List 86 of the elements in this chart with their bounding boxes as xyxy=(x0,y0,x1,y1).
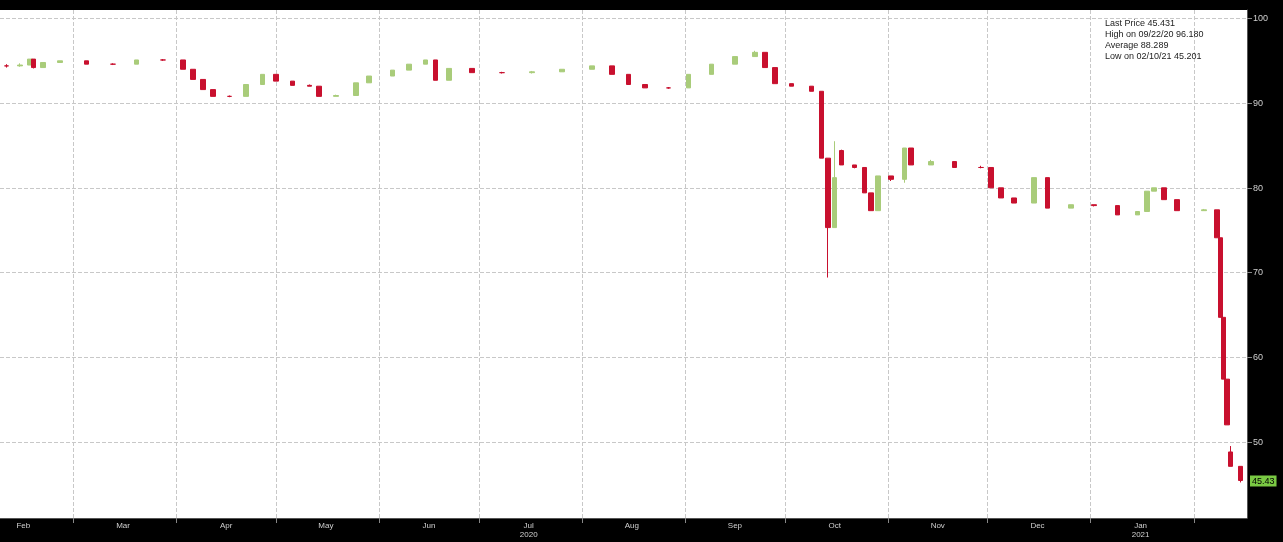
candlestick xyxy=(1091,204,1097,207)
x-tick-label: Aug xyxy=(624,521,639,530)
candlestick xyxy=(686,73,691,89)
y-tick-label: 80 xyxy=(1253,182,1264,193)
candlestick xyxy=(84,60,89,65)
x-tick-label: Apr xyxy=(219,521,233,530)
candlestick xyxy=(1238,465,1243,483)
candlestick xyxy=(210,89,216,97)
candlestick xyxy=(888,175,894,182)
candlestick xyxy=(406,63,412,71)
candlestick xyxy=(40,61,46,69)
y-tick-label: 70 xyxy=(1253,267,1264,278)
candlestick xyxy=(998,187,1004,199)
candlestick xyxy=(4,63,9,69)
candlestick xyxy=(559,68,565,73)
annotation: Average 88.289 xyxy=(1105,39,1169,50)
candlestick xyxy=(469,67,475,74)
candlestick xyxy=(17,62,23,68)
candlestick xyxy=(952,161,957,168)
candlestick xyxy=(908,147,914,166)
text: 45.43 xyxy=(1252,475,1275,486)
y-tick-label: 50 xyxy=(1253,436,1264,447)
candlestick xyxy=(1135,211,1140,216)
candlestick xyxy=(752,50,758,58)
candlestick xyxy=(316,85,322,97)
candlestick xyxy=(789,83,794,87)
candlestick xyxy=(260,73,265,86)
x-tick-label: Jun xyxy=(422,521,436,530)
candlestick xyxy=(988,166,994,189)
candlestick xyxy=(134,59,139,65)
candlestick xyxy=(709,63,714,75)
annotation: High on 09/22/20 96.180 xyxy=(1105,28,1204,39)
candlestick xyxy=(609,65,615,75)
x-tick-label: May xyxy=(318,521,334,530)
candlestick xyxy=(200,78,206,91)
candlestick xyxy=(390,69,395,77)
annotation: Low on 02/10/21 45.201 xyxy=(1105,50,1202,61)
x-tick-label: Oct xyxy=(828,521,842,530)
x-tick-label: Feb xyxy=(16,521,31,530)
candlestick xyxy=(366,75,372,84)
annotation: Last Price 45.431 xyxy=(1105,17,1176,28)
y-tick-label: 60 xyxy=(1253,352,1264,363)
candlestick xyxy=(423,59,428,65)
candlestick xyxy=(290,80,295,86)
candlestick xyxy=(1031,177,1037,204)
candlestick xyxy=(1174,199,1180,212)
candlestick xyxy=(839,149,844,166)
x-tick-label: Jul 2020 xyxy=(519,521,539,539)
candlestick xyxy=(928,159,934,166)
candlestick xyxy=(57,60,63,63)
candlestick xyxy=(589,65,595,70)
y-tick-label: 100 xyxy=(1253,13,1269,24)
candlestick xyxy=(832,140,837,229)
candlestick xyxy=(809,85,814,92)
candlestick xyxy=(626,73,631,86)
candlestick xyxy=(446,67,452,81)
y-tick-label: 90 xyxy=(1253,98,1264,109)
candlestick xyxy=(875,175,881,212)
candlestick xyxy=(732,56,738,65)
x-tick-label: Nov xyxy=(930,521,945,530)
candlestick xyxy=(1011,197,1017,204)
candlestick xyxy=(529,70,535,74)
candlestick xyxy=(273,73,279,82)
candlestick xyxy=(307,84,312,87)
candlestick xyxy=(243,84,249,97)
candlestick xyxy=(180,59,186,70)
candlestick xyxy=(190,68,196,80)
candlestick xyxy=(433,59,438,81)
candlestick xyxy=(1161,187,1167,201)
candlestick xyxy=(762,51,768,69)
candlestick xyxy=(902,147,907,184)
candlestick xyxy=(1068,204,1074,209)
x-tick-label: Sep xyxy=(727,521,743,530)
candlestick xyxy=(852,164,857,169)
x-tick-label: Mar xyxy=(116,521,131,530)
candlestick xyxy=(1228,445,1233,467)
candlestick xyxy=(642,84,648,89)
candlestick xyxy=(1045,177,1050,209)
candlestick xyxy=(772,67,778,85)
candlestick xyxy=(1115,205,1120,216)
candlestick xyxy=(333,94,339,97)
candlestick xyxy=(353,82,359,97)
x-tick-label: Dec xyxy=(1030,521,1045,530)
x-tick-label: Jan 2021 xyxy=(1131,521,1151,539)
candlestick xyxy=(31,58,36,69)
candlestick xyxy=(1201,208,1207,212)
